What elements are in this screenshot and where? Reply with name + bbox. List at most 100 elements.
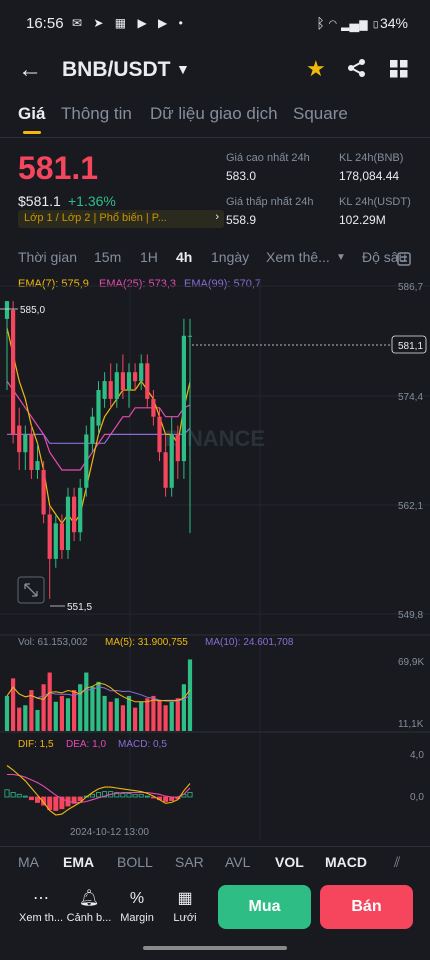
price-chart[interactable]: BINANCE 586,7 574,4 562,1 549,8 581,1 58… [0, 280, 430, 846]
macd-y-mid: 0,0 [410, 792, 424, 803]
action-margin[interactable]: % Margin [110, 888, 164, 924]
candle [181, 335, 186, 462]
last-price: 581.1 [18, 150, 99, 186]
action-grid[interactable]: ▦ Lưới [158, 888, 212, 924]
pair-title[interactable]: BNB/USDT [62, 58, 171, 81]
dif-line [6, 765, 191, 816]
tab-price[interactable]: Giá [18, 104, 46, 123]
action-grid-label: Lưới [173, 912, 197, 924]
timeframe-bar: Thời gian 15m 1H 4h 1ngày Xem thê... ▼ Đ… [0, 244, 430, 272]
ind-ma[interactable]: MA [18, 854, 39, 870]
header: ← BNB/USDT ▼ ★ [0, 48, 430, 92]
vol-y-bot: 11,1K [398, 719, 424, 730]
macd-bar [144, 795, 150, 798]
macd-bar [41, 796, 47, 806]
tab-info[interactable]: Thông tin [61, 104, 132, 123]
volume-bar [181, 684, 186, 731]
sell-button[interactable]: Bán [320, 885, 413, 929]
candle [120, 372, 125, 390]
vol-usdt-label: KL 24h(USDT) [339, 196, 411, 208]
wifi-icon: ◠ [328, 15, 338, 31]
tf-depth[interactable]: Độ sâu [362, 249, 407, 265]
candle [84, 434, 89, 488]
vol-label: Vol: 61.153,002 [18, 637, 88, 648]
tf-1h[interactable]: 1H [140, 249, 158, 265]
home-indicator[interactable] [143, 946, 287, 950]
current-price-label: 581,1 [398, 341, 423, 352]
tf-time[interactable]: Thời gian [18, 249, 77, 265]
candle [47, 514, 52, 559]
buy-button[interactable]: Mua [218, 885, 311, 929]
low-marker: 551,5 [67, 602, 92, 613]
volume-bar [23, 705, 28, 731]
candle [157, 416, 162, 453]
action-more[interactable]: ⋯ Xem th... [14, 888, 68, 924]
grid-icon[interactable] [390, 60, 408, 78]
ind-ema[interactable]: EMA [63, 854, 95, 870]
volume-bar [114, 698, 119, 731]
volume-bar [108, 701, 113, 731]
ind-boll[interactable]: BOLL [117, 854, 153, 870]
settings-icon[interactable] [397, 252, 411, 266]
macd-bar [22, 795, 28, 798]
action-alert[interactable]: 🔔︎ Cảnh b... [62, 888, 116, 924]
macd-bar [126, 793, 132, 798]
current-price-box [391, 335, 427, 354]
macd-bar [163, 796, 169, 802]
crosshair-date: 2024-10-12 13:00 [70, 827, 149, 838]
candle [114, 372, 119, 399]
share-icon[interactable] [347, 58, 367, 78]
macd-bar [89, 793, 95, 798]
macd-bar [187, 792, 193, 798]
volume-bar [72, 690, 77, 731]
tf-15m[interactable]: 15m [94, 249, 122, 265]
volume-bar [41, 684, 46, 731]
candle [90, 416, 95, 444]
category-tags[interactable]: Lớp 1 / Lớp 2 | Phổ biến | P... › [18, 210, 224, 228]
candle [41, 470, 46, 515]
grid-bot-icon: ▦ [177, 890, 193, 907]
ema25-label: EMA(25): 573,3 [99, 278, 177, 290]
caret-down-icon[interactable]: ▼ [176, 61, 190, 77]
volume-bar [84, 672, 89, 731]
tab-trading-data[interactable]: Dữ liệu giao dịch [150, 104, 278, 123]
macd-value-label: MACD: 0,5 [118, 739, 167, 750]
ema7-label: EMA(7): 575,9 [18, 278, 89, 290]
fullscreen-icon[interactable] [17, 576, 45, 604]
y-tick: 586,7 [398, 282, 423, 293]
tab-square[interactable]: Square [293, 104, 348, 123]
candle [187, 335, 193, 337]
ind-vol[interactable]: VOL [275, 854, 304, 870]
tags-text: Lớp 1 / Lớp 2 | Phổ biến | P... [24, 212, 167, 224]
ind-avl[interactable]: AVL [225, 854, 251, 870]
tf-1day[interactable]: 1ngày [211, 249, 250, 265]
macd-bar [16, 793, 22, 798]
macd-dif-label: DIF: 1,5 [18, 739, 54, 750]
ind-sar[interactable]: SAR [175, 854, 204, 870]
back-arrow-icon[interactable]: ← [18, 56, 42, 83]
macd-y-top: 4,0 [410, 750, 424, 761]
volume-bar [59, 695, 64, 731]
ind-macd[interactable]: MACD [325, 854, 367, 870]
volume-bar [4, 695, 10, 731]
indicator-settings-icon[interactable]: ⫽ [394, 854, 401, 870]
volume-bar [175, 698, 180, 731]
macd-bar [132, 793, 138, 798]
favorite-star-icon[interactable]: ★ [306, 56, 326, 81]
volume-bar [102, 695, 107, 731]
candle [145, 363, 150, 399]
volume-bar [151, 695, 156, 731]
macd-bar [120, 793, 126, 798]
y-tick: 562,1 [398, 501, 423, 512]
candle [4, 301, 10, 319]
candles [4, 301, 193, 599]
tf-more[interactable]: Xem thê... [266, 249, 330, 265]
volume-bars [4, 659, 193, 731]
vol-ma5-label: MA(5): 31.900,755 [105, 637, 188, 648]
vol-y-top: 69,9K [398, 657, 424, 668]
chart-gridlines [0, 280, 430, 840]
tf-4h[interactable]: 4h [176, 249, 193, 265]
candle [65, 496, 71, 550]
candle [96, 390, 101, 426]
volume-bar [96, 681, 101, 731]
